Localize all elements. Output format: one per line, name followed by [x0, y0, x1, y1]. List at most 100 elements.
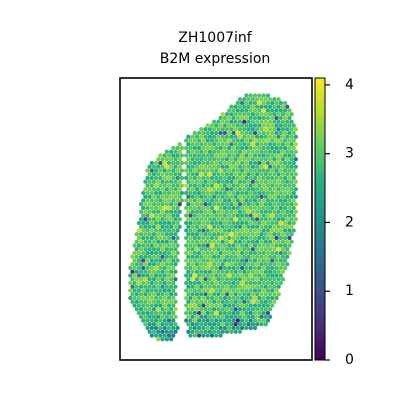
spot-point: [145, 280, 150, 286]
spot-point: [194, 209, 200, 214]
spot-point: [263, 247, 268, 252]
spot-point: [141, 198, 146, 203]
spot-point: [229, 134, 234, 139]
spot-point: [244, 205, 249, 211]
spot-point: [149, 318, 154, 323]
spot-point: [164, 164, 170, 169]
spot-point: [149, 303, 154, 308]
spot-point: [169, 194, 174, 199]
spot-point: [175, 258, 180, 263]
spot-point: [162, 190, 167, 196]
spot-point: [270, 235, 275, 241]
spot-point: [227, 175, 232, 181]
spot-point: [278, 220, 283, 226]
spot-point: [175, 325, 180, 331]
spot-point: [188, 160, 193, 166]
spot-point: [186, 142, 191, 147]
spot-point: [216, 292, 221, 297]
spot-point: [196, 250, 202, 256]
spot-point: [201, 175, 206, 181]
spot-point: [212, 299, 217, 304]
spot-point: [270, 228, 275, 233]
spot-point: [259, 164, 264, 169]
spot-point: [184, 160, 189, 166]
spot-point: [267, 299, 273, 304]
spot-point: [242, 254, 247, 259]
spot-point: [143, 277, 148, 282]
spot-point: [248, 288, 253, 293]
spot-point: [227, 168, 232, 173]
spot-point: [259, 149, 264, 154]
spot-point: [259, 277, 264, 282]
spot-point: [233, 142, 238, 147]
spot-point: [209, 145, 215, 151]
spot-point: [190, 179, 195, 184]
spot-point: [224, 217, 230, 222]
spot-point: [257, 235, 262, 241]
spot-point: [274, 153, 279, 158]
spot-point: [270, 100, 275, 106]
spot-point: [263, 254, 268, 259]
spot-point: [218, 123, 223, 128]
spot-point: [218, 190, 223, 196]
spot-point: [138, 217, 144, 222]
spot-point: [212, 269, 217, 274]
colorbar-tick-label: 0: [345, 352, 354, 368]
spot-point: [212, 119, 217, 124]
spot-point: [158, 303, 163, 308]
spot-point: [209, 130, 215, 136]
spot-point: [194, 307, 200, 312]
spot-point: [141, 273, 146, 278]
spot-point: [151, 217, 157, 222]
spot-point: [224, 269, 230, 274]
spot-point: [199, 314, 204, 319]
spot-point: [267, 112, 273, 117]
spot-point: [151, 262, 157, 267]
spot-point: [158, 243, 163, 248]
spot-point: [282, 145, 288, 151]
spot-point: [205, 205, 210, 211]
spot-point: [272, 172, 277, 177]
spot-point: [216, 329, 221, 334]
spot-point: [278, 108, 283, 113]
spot-point: [166, 235, 172, 241]
spot-point: [257, 183, 262, 188]
spot-point: [242, 164, 247, 169]
spot-point: [227, 258, 232, 263]
spot-point: [252, 220, 258, 226]
spot-point: [235, 220, 240, 226]
spot-point: [250, 209, 256, 214]
spot-point: [287, 198, 292, 203]
spot-point: [257, 243, 262, 248]
spot-point: [201, 318, 206, 323]
spot-point: [252, 183, 258, 188]
spot-point: [160, 262, 165, 267]
spot-point: [222, 295, 228, 301]
spot-point: [231, 243, 236, 248]
spot-point: [145, 220, 150, 226]
spot-point: [149, 325, 154, 331]
spot-point: [237, 299, 243, 304]
spot-point: [207, 254, 213, 259]
spot-point: [227, 198, 232, 203]
spot-point: [263, 277, 268, 282]
spot-point: [190, 232, 195, 237]
spot-point: [265, 288, 271, 293]
spot-point: [252, 265, 258, 271]
spot-point: [244, 243, 249, 248]
spot-point: [190, 149, 195, 154]
spot-point: [282, 108, 288, 113]
spot-point: [158, 183, 163, 188]
spot-point: [143, 194, 148, 199]
spot-point: [173, 254, 178, 259]
spot-point: [177, 202, 182, 207]
spot-point: [235, 153, 240, 158]
spot-point: [218, 280, 223, 286]
spot-point: [207, 322, 213, 327]
spot-point: [136, 265, 142, 271]
spot-point: [242, 277, 247, 282]
spot-point: [184, 145, 189, 151]
spot-point: [278, 205, 283, 211]
spot-point: [265, 250, 271, 256]
spot-point: [175, 243, 180, 248]
